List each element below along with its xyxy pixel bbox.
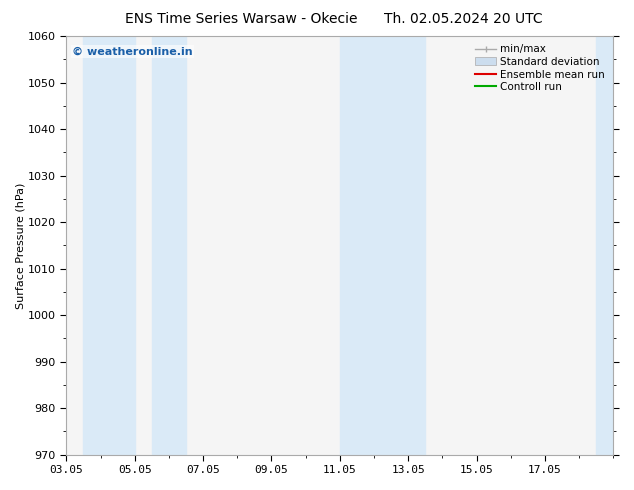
- Text: Th. 02.05.2024 20 UTC: Th. 02.05.2024 20 UTC: [384, 12, 542, 26]
- Bar: [597, 36, 631, 455]
- Bar: [152, 36, 186, 455]
- Legend: min/max, Standard deviation, Ensemble mean run, Controll run: min/max, Standard deviation, Ensemble me…: [472, 41, 608, 96]
- Bar: [84, 36, 134, 455]
- Y-axis label: Surface Pressure (hPa): Surface Pressure (hPa): [15, 182, 25, 309]
- Text: © weatheronline.in: © weatheronline.in: [72, 47, 192, 57]
- Bar: [340, 36, 425, 455]
- Text: ENS Time Series Warsaw - Okecie: ENS Time Series Warsaw - Okecie: [125, 12, 357, 26]
